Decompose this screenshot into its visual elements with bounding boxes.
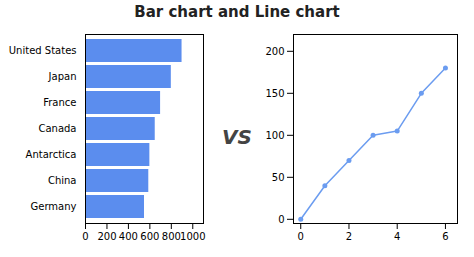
svg-text:United States: United States xyxy=(9,45,77,56)
svg-text:4: 4 xyxy=(394,231,400,242)
svg-text:100: 100 xyxy=(265,130,284,141)
html-text:Bar chart and Line chart: Bar chart and Line chart xyxy=(134,3,340,21)
svg-text:50: 50 xyxy=(272,172,285,183)
html-text:VS: VS xyxy=(222,124,252,149)
svg-text:0: 0 xyxy=(298,231,304,242)
svg-text:France: France xyxy=(43,97,76,108)
svg-text:150: 150 xyxy=(265,88,284,99)
svg-text:400: 400 xyxy=(119,231,138,242)
svg-text:6: 6 xyxy=(442,231,448,242)
svg-text:Antarctica: Antarctica xyxy=(26,149,77,160)
svg-text:Japan: Japan xyxy=(48,71,77,82)
svg-text:0: 0 xyxy=(82,231,88,242)
svg-text:Germany: Germany xyxy=(31,201,77,212)
svg-text:1000: 1000 xyxy=(180,231,205,242)
svg-text:600: 600 xyxy=(140,231,159,242)
svg-text:0: 0 xyxy=(278,214,284,225)
svg-text:Canada: Canada xyxy=(38,123,76,134)
svg-text:200: 200 xyxy=(97,231,116,242)
svg-text:China: China xyxy=(48,175,77,186)
svg-text:2: 2 xyxy=(346,231,352,242)
svg-text:200: 200 xyxy=(265,46,284,57)
svg-text:800: 800 xyxy=(162,231,181,242)
